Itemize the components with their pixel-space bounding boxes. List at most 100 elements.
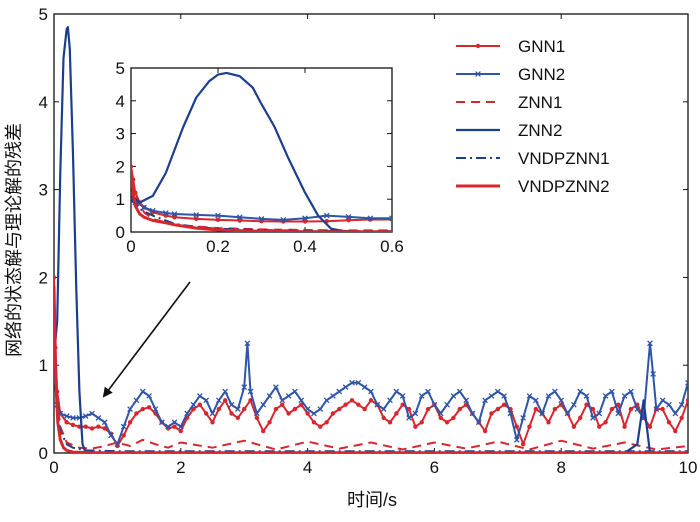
point-marker [545,393,552,399]
point-marker [133,397,140,404]
zoom-arrow [102,281,191,398]
point-marker [311,420,317,425]
point-marker [450,393,457,399]
point-marker [140,406,145,412]
main-y-tick-label: 3 [39,181,48,200]
point-marker [95,415,102,421]
point-marker [431,401,438,408]
point-marker [399,393,406,399]
point-marker [236,214,243,221]
point-marker [273,384,279,391]
point-marker [666,420,672,425]
point-marker [131,164,134,169]
point-marker [196,393,203,399]
legend-label-gnn1: GNN1 [518,37,565,56]
point-marker [520,442,526,447]
main-y-tick-label: 2 [39,268,48,287]
point-marker [533,406,539,412]
point-marker [457,406,462,412]
point-marker [298,397,305,404]
point-marker [425,388,431,395]
point-marker [292,406,298,412]
point-marker [355,379,362,386]
inset-x-tick-label: 0 [126,237,135,256]
point-marker [615,410,622,417]
point-marker [494,388,501,395]
point-marker [302,215,308,222]
point-marker [603,420,608,425]
point-marker [285,393,292,399]
point-marker [70,422,76,428]
point-marker [82,413,89,419]
point-marker [216,406,222,412]
point-marker [425,406,431,412]
point-marker [501,393,507,399]
point-marker [149,207,156,214]
point-marker [241,384,248,391]
point-marker [343,402,348,407]
legend-label-vndpznn1: VNDPZNN1 [518,149,610,168]
inset-x-tick-label: 0.4 [293,237,317,256]
point-marker [685,379,688,386]
main-x-tick-label: 10 [679,458,698,477]
point-marker [590,406,596,412]
point-marker [482,428,488,434]
point-marker [209,410,216,417]
series-line-znn2 [131,71,392,232]
point-marker [419,420,424,425]
point-marker [177,423,184,430]
point-marker [342,384,349,391]
point-marker [158,419,165,426]
point-marker [673,428,678,434]
point-marker [194,216,199,222]
series-line-znn2 [54,26,688,453]
point-marker [469,410,476,417]
point-marker [437,410,444,417]
point-marker [406,406,412,412]
point-marker [266,393,273,399]
main-x-tick-label: 0 [49,458,58,477]
point-marker [672,410,679,417]
point-marker [242,406,247,412]
point-marker [400,402,405,407]
point-marker [418,393,425,399]
point-marker [513,436,520,443]
point-marker [89,410,95,417]
main-y-tick-label: 5 [39,5,48,24]
y-axis-label: 网络的状态解与理论解的残差 [4,123,24,357]
point-marker [393,388,400,395]
point-marker [602,393,609,399]
point-marker [389,215,392,222]
point-marker [380,406,387,412]
main-x-tick-label: 8 [556,458,565,477]
point-marker [514,424,520,429]
main-x-tick-label: 2 [176,458,185,477]
legend-label-vndpznn2: VNDPZNN2 [518,177,610,196]
point-marker [244,340,251,347]
point-marker [666,401,672,408]
point-marker [634,406,641,412]
point-marker [387,420,393,425]
point-marker [507,410,514,417]
point-marker [304,406,311,412]
point-marker [583,393,590,399]
point-marker [305,411,310,416]
point-marker [254,410,260,417]
point-marker [685,398,688,403]
point-marker [258,216,265,222]
point-marker [235,406,241,412]
point-marker [546,420,551,425]
main-y-tick-label: 1 [39,356,48,375]
legend: GNN1 GNN2 ZNN1 ZNN2 VNDPZNN1 VNDPZNN2 [456,37,610,196]
point-marker [532,397,539,404]
point-marker [330,393,336,399]
point-marker [596,410,603,417]
point-marker [590,415,596,421]
point-marker [190,401,197,408]
legend-label-znn1: ZNN1 [518,93,562,112]
point-marker [171,211,178,217]
series-line-vndpznn2 [131,169,392,232]
point-marker [597,424,602,429]
point-marker [324,420,329,425]
point-marker [368,388,374,395]
